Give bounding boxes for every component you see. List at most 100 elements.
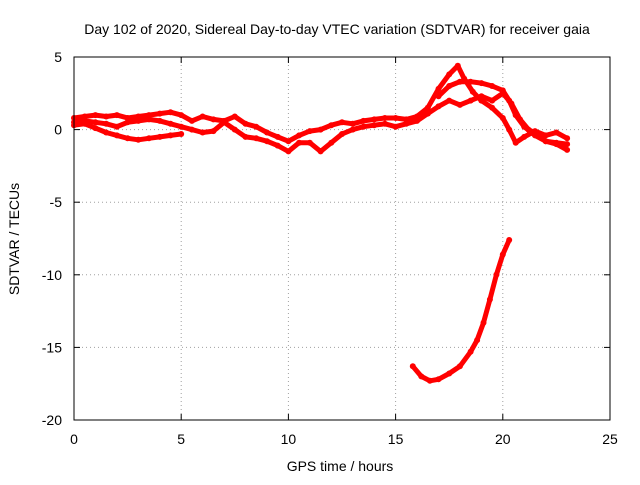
data-point: [253, 135, 260, 142]
data-point: [506, 126, 513, 133]
data-point: [264, 129, 270, 136]
data-point: [381, 115, 388, 121]
data-point: [446, 71, 453, 78]
chart-title: Day 102 of 2020, Sidereal Day-to-day VTE…: [84, 21, 590, 37]
data-point: [328, 139, 335, 146]
data-point: [489, 83, 496, 89]
data-point: [456, 101, 463, 108]
data-point: [124, 115, 131, 121]
data-point: [210, 116, 217, 123]
data-point: [199, 113, 206, 120]
data-point: [456, 363, 463, 370]
data-point: [124, 119, 131, 126]
y-tick-label: 0: [54, 122, 62, 138]
data-point: [564, 135, 571, 142]
y-tick-label: -20: [42, 412, 62, 428]
x-tick-label: 25: [602, 431, 618, 447]
data-point: [506, 97, 513, 104]
data-point: [499, 251, 506, 258]
data-point: [512, 112, 519, 119]
data-point: [435, 93, 442, 100]
data-point: [306, 139, 313, 146]
data-point: [231, 126, 238, 133]
data-point: [242, 133, 249, 140]
data-point: [486, 296, 493, 303]
data-point: [285, 148, 292, 155]
data-point: [542, 138, 549, 145]
data-point: [135, 113, 142, 120]
data-point: [480, 319, 487, 326]
data-point: [135, 136, 142, 143]
data-point: [467, 78, 474, 85]
data-point: [178, 123, 185, 130]
data-point: [512, 139, 519, 146]
data-point: [113, 112, 120, 119]
data-point: [253, 123, 260, 130]
data-point: [221, 119, 228, 126]
data-point: [92, 119, 99, 126]
data-point: [124, 135, 131, 142]
data-point: [426, 377, 433, 384]
data-point: [478, 80, 485, 87]
data-point: [113, 132, 120, 139]
y-axis-label: SDTVAR / TECUs: [6, 183, 22, 295]
data-point: [553, 129, 560, 136]
data-point: [424, 110, 431, 117]
data-point: [371, 116, 378, 123]
data-point: [381, 120, 388, 127]
data-point: [360, 123, 367, 130]
data-point: [81, 117, 88, 124]
data-point: [167, 132, 174, 139]
x-tick-label: 20: [495, 431, 511, 447]
data-point: [446, 83, 453, 89]
data-point: [339, 131, 345, 137]
x-axis-label: GPS time / hours: [287, 458, 394, 474]
y-tick-label: 5: [54, 49, 62, 65]
x-tick-label: 0: [70, 431, 78, 447]
data-point: [156, 117, 163, 124]
data-point: [532, 132, 538, 139]
data-point: [167, 120, 174, 127]
data-point: [499, 115, 506, 121]
data-point: [349, 126, 356, 133]
data-point: [521, 133, 528, 140]
data-point: [274, 133, 281, 140]
data-point: [489, 97, 496, 104]
data-point: [339, 119, 345, 126]
data-point: [474, 337, 481, 344]
data-point: [135, 117, 142, 124]
data-point: [435, 376, 442, 383]
y-tick-label: -5: [50, 194, 63, 210]
data-series: [71, 62, 571, 384]
data-point: [199, 129, 206, 136]
data-point: [81, 113, 88, 120]
data-point: [103, 120, 110, 127]
data-point: [499, 87, 506, 94]
data-point: [403, 120, 410, 127]
data-point: [274, 142, 281, 149]
data-point: [489, 104, 496, 111]
data-point: [210, 128, 217, 135]
data-point: [167, 109, 174, 116]
data-point: [146, 116, 152, 123]
x-tick-label: 5: [177, 431, 185, 447]
data-point: [103, 129, 110, 136]
data-point: [418, 373, 425, 380]
data-point: [454, 62, 461, 69]
data-point: [328, 122, 335, 129]
data-point: [392, 123, 399, 130]
data-point: [553, 139, 560, 146]
y-tick-label: -10: [42, 267, 62, 283]
data-point: [349, 120, 356, 127]
data-point: [435, 85, 442, 92]
data-point: [360, 117, 367, 124]
data-point: [188, 117, 195, 124]
data-point: [146, 135, 152, 142]
data-point: [178, 112, 185, 119]
x-tick-label: 15: [388, 431, 404, 447]
data-point: [564, 146, 571, 153]
data-point: [467, 348, 474, 355]
data-point: [435, 103, 442, 110]
